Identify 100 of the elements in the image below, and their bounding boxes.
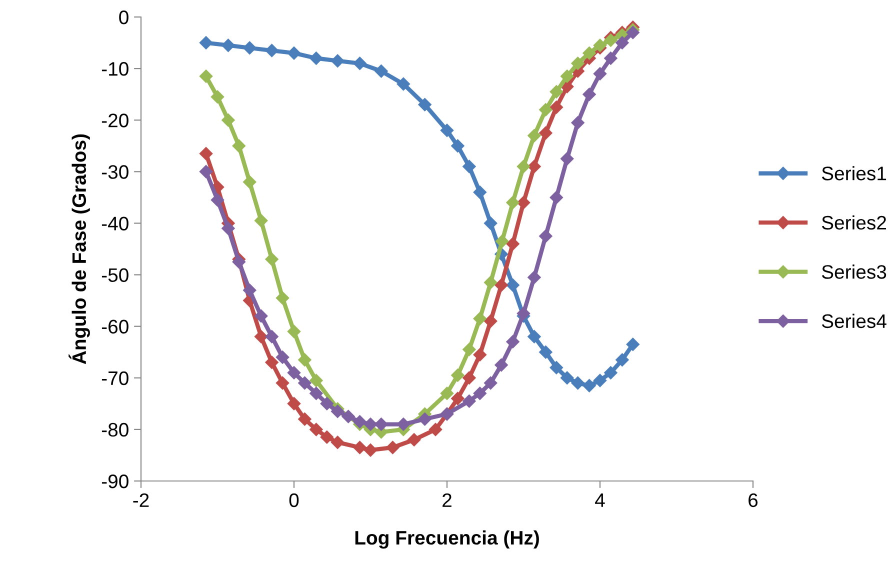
point [276, 350, 290, 364]
point [396, 417, 410, 432]
point [264, 252, 279, 266]
point [320, 396, 334, 411]
point [264, 356, 279, 370]
point [287, 46, 301, 60]
point [199, 146, 213, 160]
point [440, 386, 454, 400]
point [516, 196, 530, 210]
point [276, 376, 290, 390]
x-tick-label: 4 [595, 494, 605, 507]
point [626, 338, 640, 352]
y-tick-label: -80 [102, 422, 128, 437]
point [309, 374, 324, 388]
x-tick-label: 6 [748, 493, 758, 508]
point [341, 410, 356, 424]
point [593, 374, 607, 388]
point [560, 69, 574, 84]
y-axis-title: Ángulo de Fase (Grados) [68, 134, 90, 364]
point [494, 278, 508, 292]
point [593, 38, 607, 52]
point [199, 69, 213, 84]
point [418, 412, 432, 426]
point [516, 306, 530, 320]
point [484, 376, 498, 390]
point [462, 371, 476, 385]
x-tick-label: 2 [442, 493, 452, 507]
point [221, 222, 236, 236]
point [374, 417, 388, 432]
point [450, 368, 465, 382]
point [506, 236, 520, 251]
y-tick-label: -30 [102, 165, 128, 179]
point [484, 314, 498, 328]
legend-label: Series3 [822, 264, 886, 279]
point [264, 330, 279, 344]
point [484, 276, 498, 290]
point [604, 33, 618, 48]
point [287, 396, 301, 411]
point [506, 334, 520, 349]
point [386, 440, 400, 454]
point [626, 26, 640, 40]
point [242, 283, 257, 298]
y-tick-label: 0 [119, 10, 128, 24]
point [396, 77, 410, 91]
point [309, 51, 324, 66]
point [221, 113, 236, 127]
point [210, 193, 224, 207]
y-tick-label: -70 [102, 371, 128, 386]
point [440, 124, 454, 138]
point [330, 54, 344, 68]
point [242, 175, 257, 189]
point [582, 46, 596, 60]
point [407, 432, 421, 447]
point [330, 404, 344, 418]
point [364, 443, 378, 457]
point [462, 394, 476, 408]
point [254, 330, 268, 344]
point [582, 378, 596, 392]
point [593, 66, 607, 81]
point [221, 38, 236, 52]
point [527, 270, 542, 284]
point [615, 36, 630, 50]
x-tick-label: -2 [133, 493, 149, 507]
point [298, 352, 312, 367]
point [582, 87, 596, 102]
y-tick-label: -50 [102, 268, 128, 282]
point [352, 440, 367, 454]
point [309, 386, 324, 400]
point [428, 422, 442, 436]
point [604, 51, 618, 66]
point [364, 417, 378, 432]
point [254, 214, 268, 228]
point [320, 430, 334, 444]
point [538, 229, 553, 243]
point [473, 312, 487, 326]
point [309, 422, 324, 436]
point [527, 128, 542, 142]
point [473, 185, 487, 200]
point [560, 371, 574, 385]
point [570, 376, 585, 390]
point [199, 36, 213, 50]
legend-label: Series4 [822, 314, 886, 328]
y-tick-label: -90 [102, 474, 128, 488]
point [232, 255, 246, 269]
point [550, 360, 564, 374]
point [473, 386, 487, 400]
point [570, 56, 585, 70]
point [538, 102, 553, 117]
point [352, 56, 367, 70]
point [506, 278, 520, 292]
point [264, 44, 279, 58]
point [352, 414, 367, 429]
point [495, 234, 509, 248]
y-tick-label: -10 [102, 62, 128, 76]
point [450, 392, 465, 406]
point [330, 435, 344, 450]
x-tick-label: 0 [289, 493, 299, 508]
point [538, 126, 553, 140]
point [298, 376, 312, 390]
point [615, 352, 630, 367]
